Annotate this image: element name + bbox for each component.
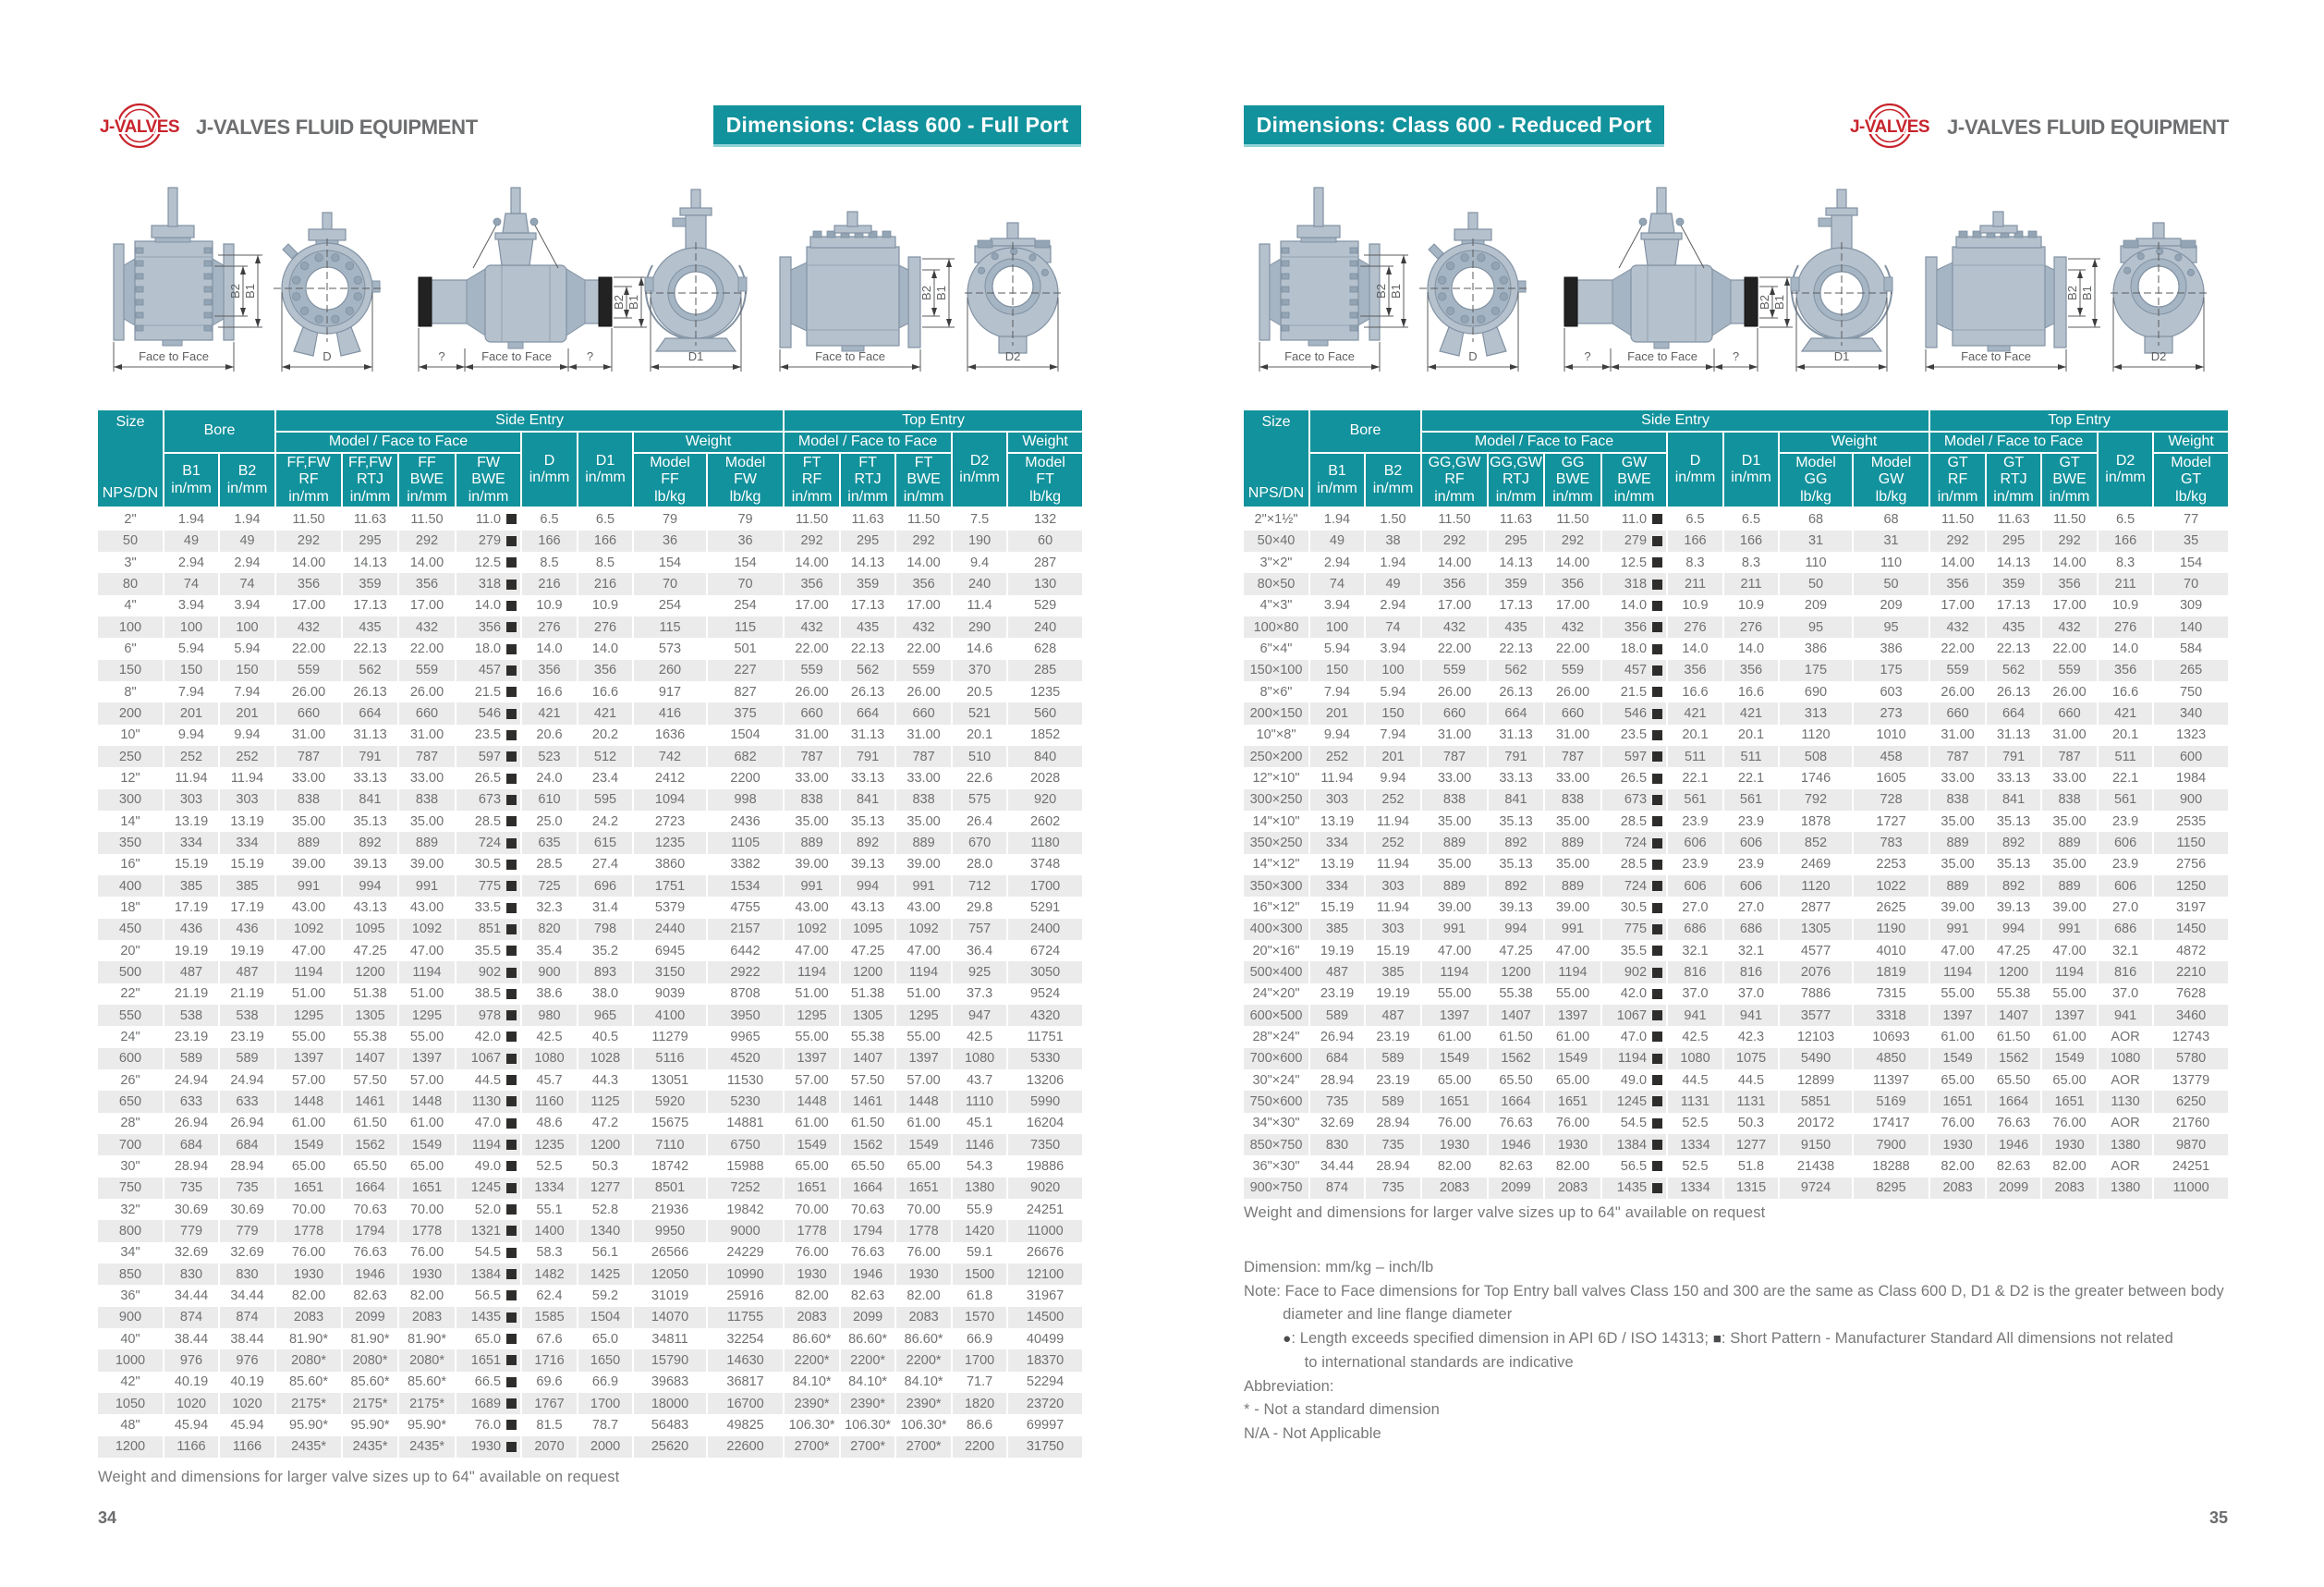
svg-text:D: D	[1468, 349, 1477, 363]
svg-text:B2: B2	[1758, 295, 1771, 310]
svg-text:Face to Face: Face to Face	[1961, 349, 2031, 363]
svg-text:Face to Face: Face to Face	[481, 349, 552, 363]
svg-text:B1: B1	[627, 295, 640, 310]
svg-text:?: ?	[438, 349, 444, 363]
svg-text:Face to Face: Face to Face	[1627, 349, 1697, 363]
svg-text:?: ?	[1733, 349, 1739, 363]
svg-text:B1: B1	[934, 286, 948, 300]
svg-text:Face to Face: Face to Face	[1284, 349, 1355, 363]
svg-text:D2: D2	[2151, 349, 2167, 363]
svg-text:B2: B2	[919, 286, 933, 300]
svg-text:B1: B1	[2080, 286, 2094, 300]
svg-text:B2: B2	[612, 295, 626, 310]
svg-text:D1: D1	[688, 349, 704, 363]
svg-text:D2: D2	[1005, 349, 1021, 363]
svg-text:?: ?	[587, 349, 593, 363]
svg-text:D1: D1	[1834, 349, 1850, 363]
svg-text:Face to Face: Face to Face	[139, 349, 209, 363]
svg-text:?: ?	[1584, 349, 1590, 363]
svg-text:B2: B2	[1374, 284, 1388, 299]
svg-text:B1: B1	[1389, 284, 1403, 299]
svg-text:Face to Face: Face to Face	[815, 349, 885, 363]
svg-text:D: D	[322, 349, 331, 363]
svg-text:J-VALVES: J-VALVES	[100, 117, 179, 137]
svg-text:B2: B2	[2065, 286, 2079, 300]
svg-text:B1: B1	[243, 284, 257, 299]
svg-text:B1: B1	[1772, 295, 1786, 310]
svg-text:J-VALVES: J-VALVES	[1850, 117, 1929, 137]
svg-text:B2: B2	[228, 284, 242, 299]
